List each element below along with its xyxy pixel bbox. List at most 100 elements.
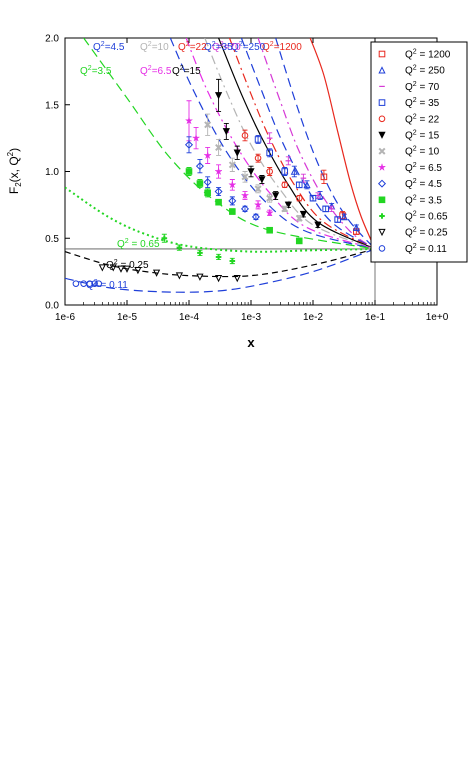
curve-label-q: Q bbox=[140, 66, 148, 77]
legend-label-q: Q bbox=[405, 82, 413, 93]
data-point bbox=[258, 176, 266, 184]
curve-label: Q2 = 0.11 bbox=[86, 279, 128, 291]
data-point bbox=[295, 214, 303, 222]
data-point bbox=[281, 205, 289, 213]
curve-label-q: Q bbox=[93, 42, 101, 53]
curve-label: Q2=6.5 bbox=[140, 65, 172, 77]
legend-label-sup: 2 bbox=[413, 146, 417, 153]
legend-item: Q2 = 70 bbox=[379, 81, 440, 93]
legend-label: Q2 = 4.5 bbox=[405, 178, 442, 190]
data-point bbox=[229, 258, 236, 264]
curve-label-sup: 2 bbox=[270, 41, 274, 48]
data-point bbox=[91, 280, 98, 287]
data-point bbox=[228, 180, 237, 189]
legend-item: Q2 = 15 bbox=[378, 130, 440, 142]
data-point bbox=[185, 168, 193, 175]
y-tick-label: 1.5 bbox=[45, 100, 59, 111]
data-point bbox=[254, 136, 262, 143]
y-axis-label: F2(x, Q2) bbox=[6, 148, 23, 194]
data-point bbox=[152, 269, 161, 277]
data-point bbox=[377, 162, 387, 172]
data-point bbox=[241, 173, 249, 181]
legend-label: Q2 = 35 bbox=[405, 97, 440, 109]
legend-label-sup: 2 bbox=[413, 178, 417, 185]
curve-label: Q2=15 bbox=[172, 65, 201, 77]
legend-label-value: = 4.5 bbox=[417, 179, 443, 190]
data-point bbox=[229, 208, 236, 215]
curve-label: Q2 = 0.65 bbox=[117, 238, 160, 250]
curve-label-value: = 0.25 bbox=[118, 260, 149, 271]
data-point bbox=[352, 223, 360, 231]
curve-labels: Q2=1200Q2=250Q2=70Q2=35Q2=22Q2=15Q2=10Q2… bbox=[80, 41, 302, 291]
legend-label-q: Q bbox=[405, 50, 413, 61]
data-point bbox=[195, 162, 204, 171]
legend-label-value: = 15 bbox=[417, 131, 440, 142]
curve-label: Q2=4.5 bbox=[93, 41, 125, 53]
legend-label-sup: 2 bbox=[413, 162, 417, 169]
legend-label-value: = 10 bbox=[417, 147, 440, 158]
data-point bbox=[204, 189, 211, 197]
series-points bbox=[184, 136, 260, 221]
data-point bbox=[309, 194, 317, 202]
curve-label-sup: 2 bbox=[148, 41, 152, 48]
legend-item: Q2 = 0.25 bbox=[378, 227, 448, 239]
curve-label-sup: 2 bbox=[88, 65, 92, 72]
data-point bbox=[240, 204, 249, 213]
data-point bbox=[134, 266, 142, 275]
data-point bbox=[214, 187, 223, 196]
x-tick-label: 1e-4 bbox=[179, 312, 199, 323]
data-point bbox=[378, 115, 386, 123]
fit-curve bbox=[218, 38, 376, 250]
curve-label-q: Q bbox=[106, 260, 114, 271]
data-points bbox=[72, 78, 360, 287]
data-point bbox=[266, 168, 273, 175]
data-point bbox=[184, 140, 194, 149]
data-point bbox=[295, 237, 303, 245]
legend-label-value: = 70 bbox=[417, 82, 440, 93]
data-point bbox=[214, 275, 223, 283]
curve-label-value: = 0.65 bbox=[129, 239, 160, 250]
data-point bbox=[378, 245, 386, 252]
data-point bbox=[378, 99, 386, 106]
series-points bbox=[241, 129, 303, 202]
x-tick-label: 1e-1 bbox=[365, 312, 385, 323]
legend-label-sup: 2 bbox=[413, 49, 417, 56]
x-axis: 1e-6 1e-5 1e-4 1e-3 1e-2 1e-1 1e+0 bbox=[55, 38, 449, 323]
curve-label-value: =70 bbox=[224, 42, 241, 53]
fit-curve bbox=[309, 38, 376, 250]
data-point bbox=[228, 161, 236, 169]
data-point bbox=[184, 116, 194, 125]
legend-label-q: Q bbox=[405, 131, 413, 142]
curve-label-sup: 2 bbox=[186, 41, 190, 48]
data-point bbox=[281, 181, 289, 189]
data-point bbox=[378, 50, 386, 58]
y-tick-label: 0.5 bbox=[45, 234, 59, 245]
legend-label-q: Q bbox=[405, 228, 413, 239]
data-point bbox=[98, 264, 106, 272]
fit-curve bbox=[257, 38, 376, 250]
x-tick-label: 1e-3 bbox=[241, 312, 261, 323]
data-point bbox=[123, 265, 131, 273]
curve-label-sup: 2 bbox=[239, 41, 243, 48]
curve-label: Q2=22 bbox=[178, 41, 207, 53]
legend-label: Q2 = 70 bbox=[405, 81, 440, 93]
curve-label-q: Q bbox=[172, 66, 180, 77]
legend-item: Q2 = 35 bbox=[378, 97, 440, 109]
x-axis-label: x bbox=[247, 335, 255, 350]
legend-label-sup: 2 bbox=[413, 211, 417, 218]
series-points bbox=[254, 135, 341, 223]
curve-label-sup: 2 bbox=[180, 65, 184, 72]
data-point bbox=[86, 280, 93, 287]
legend-label-q: Q bbox=[405, 244, 413, 255]
data-point bbox=[284, 201, 292, 209]
data-point bbox=[196, 273, 204, 281]
curve-label-value: =10 bbox=[152, 42, 169, 53]
curve-label-q: Q bbox=[86, 280, 94, 291]
curve-label-value: =1200 bbox=[274, 42, 303, 53]
data-point bbox=[251, 212, 260, 221]
legend-label-q: Q bbox=[405, 98, 413, 109]
data-point bbox=[281, 168, 289, 175]
data-point bbox=[378, 228, 386, 237]
